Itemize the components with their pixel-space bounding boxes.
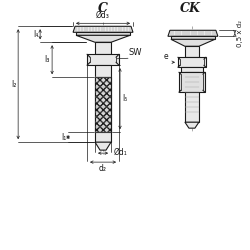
Polygon shape (73, 26, 133, 32)
Text: CK: CK (180, 2, 200, 15)
Bar (171, 36, 215, 39)
Text: l₅: l₅ (122, 94, 128, 103)
Polygon shape (76, 35, 130, 42)
Polygon shape (95, 142, 111, 150)
Bar (185, 46, 199, 57)
Text: e: e (163, 52, 168, 61)
Bar (95, 65, 111, 142)
Text: l₁: l₁ (61, 133, 66, 142)
Text: 0,5 x d₂: 0,5 x d₂ (237, 20, 243, 47)
Bar (95, 42, 111, 54)
Text: l₄: l₄ (33, 30, 38, 39)
Bar (179, 72, 205, 92)
Polygon shape (168, 30, 218, 36)
Bar (87, 54, 119, 65)
Text: SW: SW (129, 48, 142, 57)
Text: l₂: l₂ (11, 80, 16, 89)
Bar (76, 32, 130, 35)
Bar (185, 72, 199, 122)
Bar (95, 77, 111, 132)
Bar (181, 67, 203, 72)
Bar (178, 57, 206, 67)
Text: Ød₁: Ød₁ (114, 148, 128, 157)
Text: l₃: l₃ (45, 55, 50, 64)
Text: d₂: d₂ (99, 164, 107, 173)
Text: C: C (98, 2, 108, 15)
Text: Ød₃: Ød₃ (96, 10, 110, 19)
Polygon shape (185, 122, 199, 128)
Polygon shape (171, 39, 215, 46)
